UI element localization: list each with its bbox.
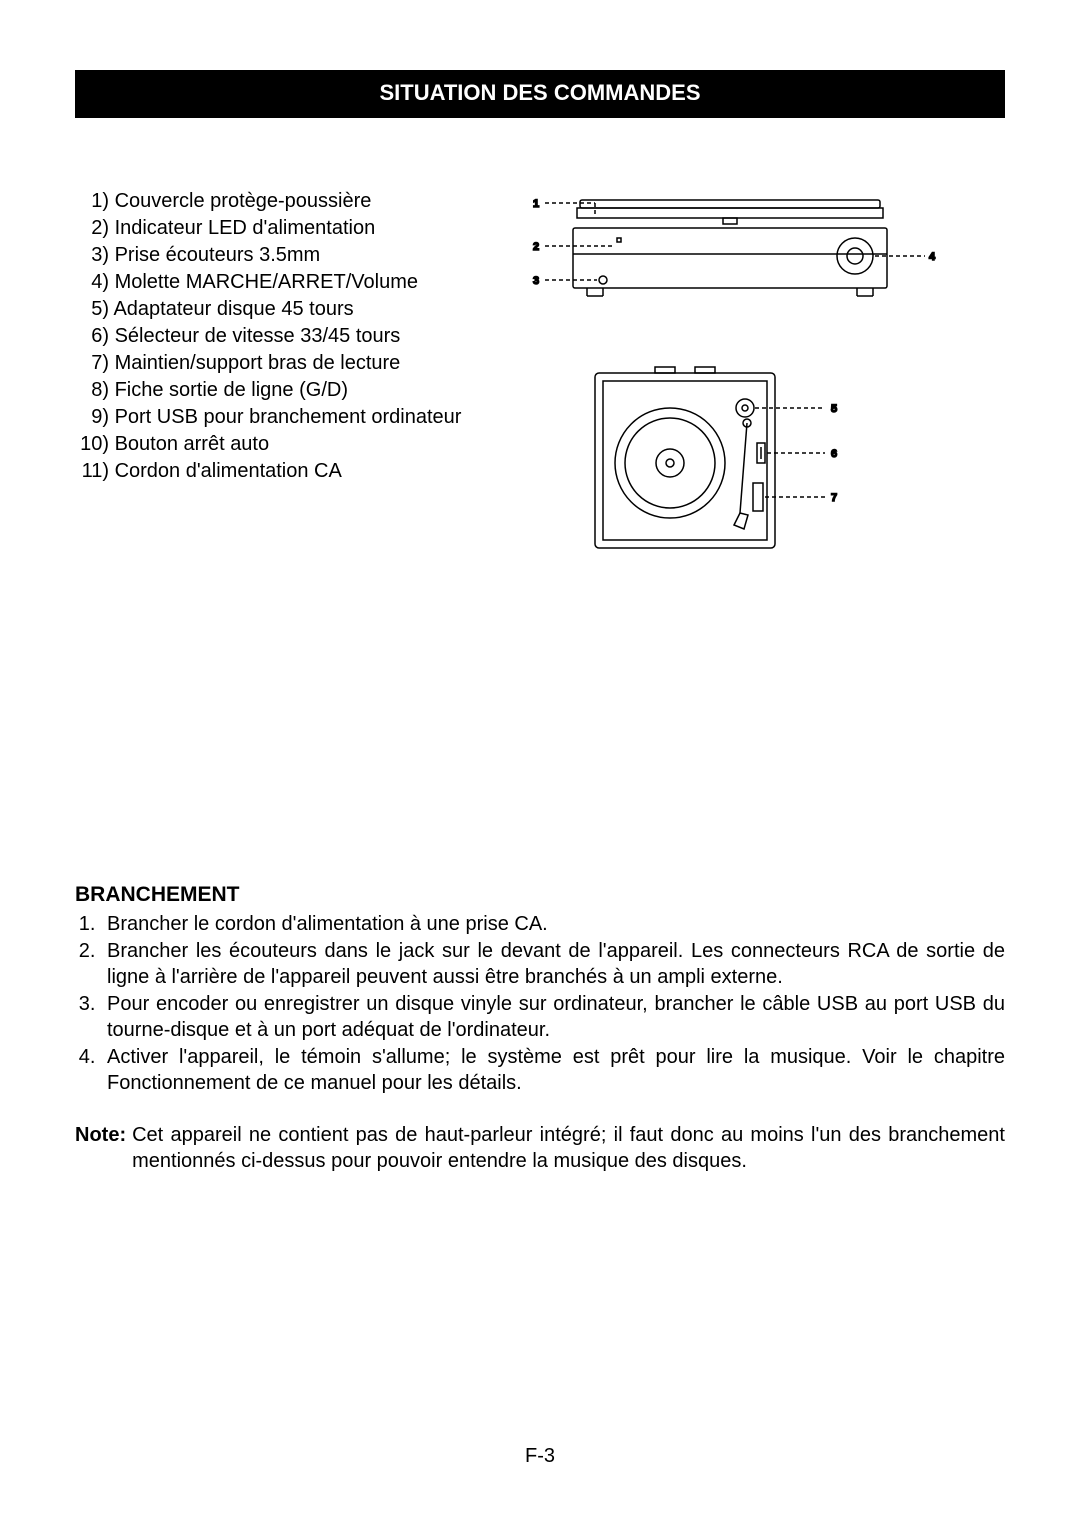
legend-item: 5) Adaptateur disque 45 tours: [75, 296, 485, 323]
legend-label: Couvercle protège-poussière: [115, 190, 372, 212]
callout-5: 5: [831, 403, 837, 415]
legend-label: Sélecteur de vitesse 33/45 tours: [115, 325, 401, 347]
manual-page: SITUATION DES COMMANDES 1) Couvercle pro…: [0, 0, 1080, 1528]
legend-num: 7): [75, 350, 109, 377]
note-body: Cet appareil ne contient pas de haut-par…: [132, 1122, 1005, 1174]
legend-num: 2): [75, 215, 109, 242]
diagram-column: 1: [485, 188, 1005, 563]
legend-item: 4) Molette MARCHE/ARRET/Volume: [75, 269, 485, 296]
connection-step: Activer l'appareil, le témoin s'allume; …: [101, 1044, 1005, 1096]
legend-item: 6) Sélecteur de vitesse 33/45 tours: [75, 323, 485, 350]
legend-list: 1) Couvercle protège-poussière 2) Indica…: [75, 188, 485, 485]
connection-heading: BRANCHEMENT: [75, 883, 1005, 907]
legend-num: 6): [75, 323, 109, 350]
connection-step: Brancher les écouteurs dans le jack sur …: [101, 938, 1005, 990]
note-block: Note: Cet appareil ne contient pas de ha…: [75, 1122, 1005, 1174]
legend-item: 2) Indicateur LED d'alimentation: [75, 215, 485, 242]
legend-label: Indicateur LED d'alimentation: [115, 217, 376, 239]
callout-1: 1: [533, 198, 539, 210]
connection-steps: Brancher le cordon d'alimentation à une …: [75, 911, 1005, 1096]
turntable-top-diagram: 5 6 7: [585, 363, 885, 558]
legend-item: 1) Couvercle protège-poussière: [75, 188, 485, 215]
legend-num: 1): [75, 188, 109, 215]
legend-label: Cordon d'alimentation CA: [115, 460, 342, 482]
legend-item: 7) Maintien/support bras de lecture: [75, 350, 485, 377]
callout-4: 4: [929, 251, 936, 263]
legend-num: 5): [75, 296, 109, 323]
legend-num: 11): [75, 458, 109, 485]
legend-item: 8) Fiche sortie de ligne (G/D): [75, 377, 485, 404]
connection-step: Pour encoder ou enregistrer un disque vi…: [101, 991, 1005, 1043]
callout-2: 2: [533, 241, 539, 253]
turntable-front-diagram: 1: [525, 188, 945, 328]
legend-num: 3): [75, 242, 109, 269]
upper-section: 1) Couvercle protège-poussière 2) Indica…: [75, 188, 1005, 563]
legend-label: Prise écouteurs 3.5mm: [115, 244, 321, 266]
legend-item: 10) Bouton arrêt auto: [75, 431, 485, 458]
legend-num: 9): [75, 404, 109, 431]
callout-3: 3: [533, 275, 539, 287]
legend-label: Adaptateur disque 45 tours: [113, 298, 353, 320]
legend-label: Molette MARCHE/ARRET/Volume: [115, 271, 418, 293]
connection-step: Brancher le cordon d'alimentation à une …: [101, 911, 1005, 937]
legend-num: 8): [75, 377, 109, 404]
callout-7: 7: [831, 492, 837, 504]
legend-label: Fiche sortie de ligne (G/D): [115, 379, 348, 401]
legend-label: Port USB pour branchement ordinateur: [115, 406, 462, 428]
legend-num: 4): [75, 269, 109, 296]
legend-item: 3) Prise écouteurs 3.5mm: [75, 242, 485, 269]
page-title: SITUATION DES COMMANDES: [75, 70, 1005, 118]
legend-label: Bouton arrêt auto: [115, 433, 270, 455]
legend-label: Maintien/support bras de lecture: [115, 352, 401, 374]
connection-section: BRANCHEMENT Brancher le cordon d'aliment…: [75, 883, 1005, 1174]
page-number: F-3: [0, 1445, 1080, 1468]
callout-6: 6: [831, 448, 837, 460]
legend-item: 11) Cordon d'alimentation CA: [75, 458, 485, 485]
note-label: Note:: [75, 1122, 126, 1174]
legend-item: 9) Port USB pour branchement ordinateur: [75, 404, 485, 431]
legend-num: 10): [75, 431, 109, 458]
